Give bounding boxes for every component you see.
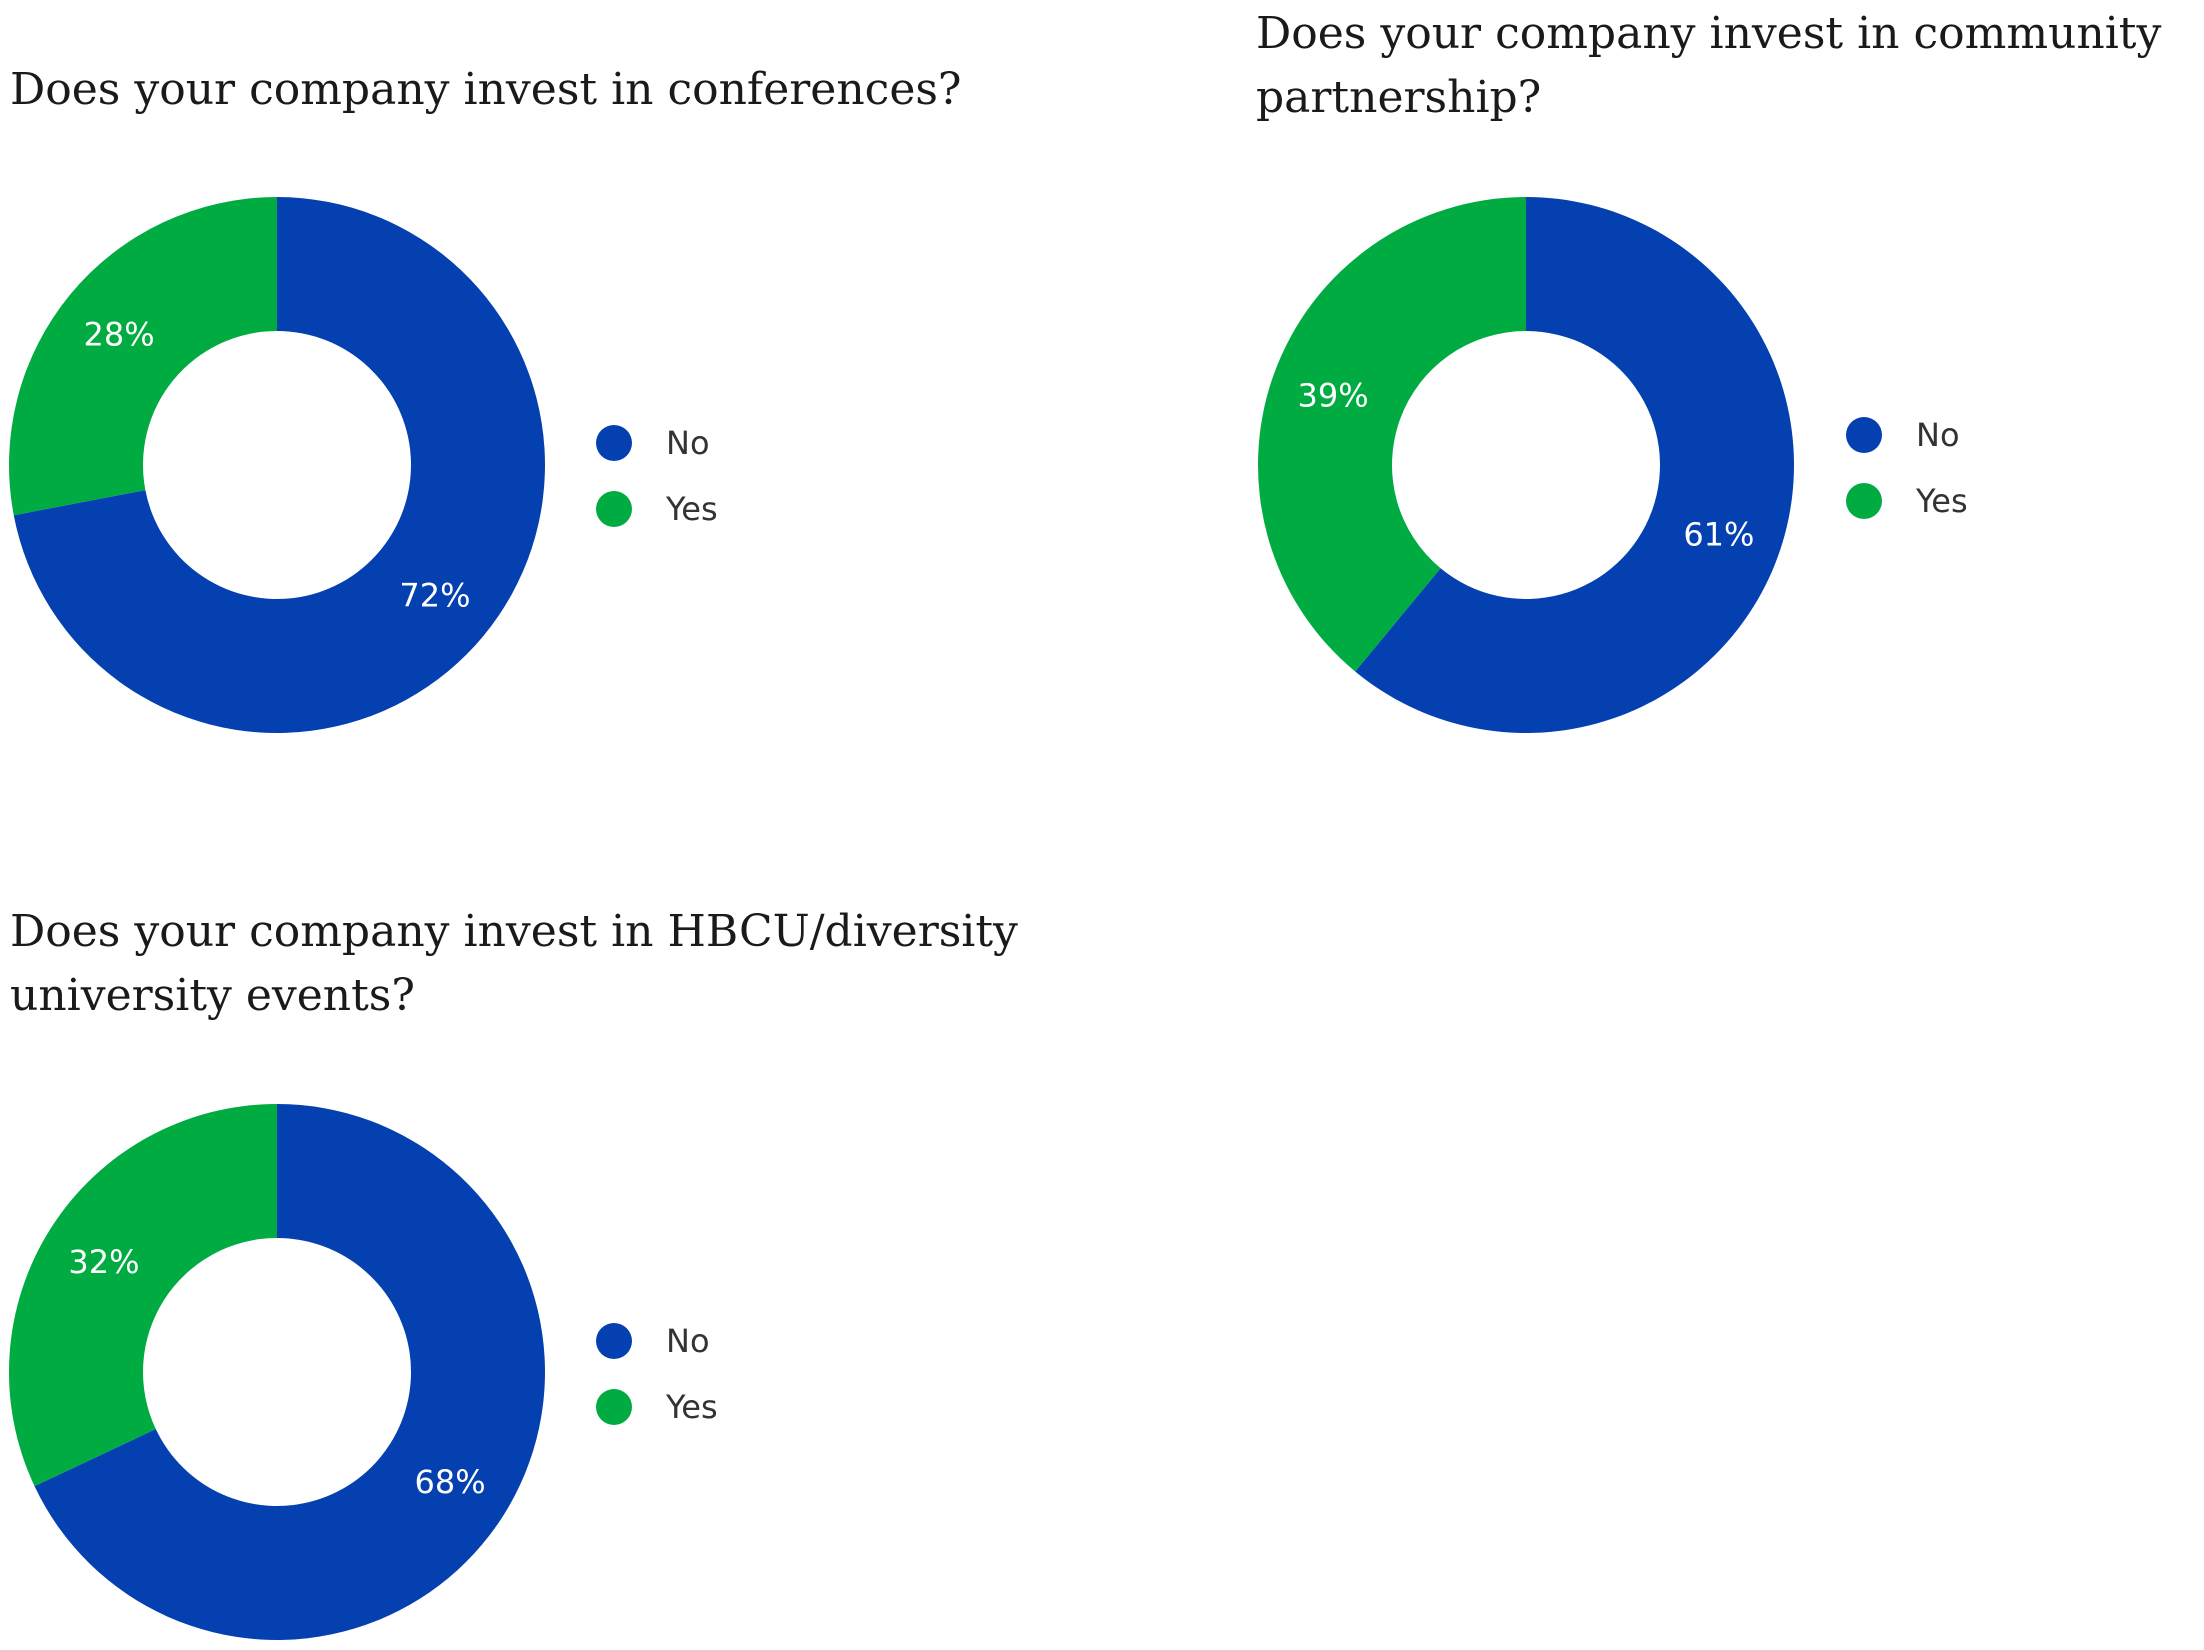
- chart-panel-hbcu-events: Does your company invest in HBCU/diversi…: [0, 840, 1100, 1640]
- legend-item-no: No: [596, 410, 718, 476]
- legend-item-yes: Yes: [1846, 468, 1968, 534]
- slice-label-no: 68%: [415, 1463, 486, 1501]
- legend-swatch-yes: [1846, 483, 1882, 519]
- legend-item-no: No: [596, 1308, 718, 1374]
- slice-label-no: 72%: [399, 577, 470, 615]
- legend-swatch-no: [596, 1323, 632, 1359]
- donut-chart: 61% 39%: [1258, 197, 1794, 733]
- donut-slice-yes: [1258, 197, 1526, 672]
- legend-swatch-yes: [596, 491, 632, 527]
- legend-label-yes: Yes: [666, 490, 718, 528]
- donut-slice-yes: [9, 1104, 277, 1487]
- chart-legend: No Yes: [1846, 402, 1968, 534]
- chart-panel-conferences: Does your company invest in conferences?…: [0, 0, 1100, 800]
- legend-item-yes: Yes: [596, 1374, 718, 1440]
- chart-legend: No Yes: [596, 1308, 718, 1440]
- chart-title: Does your company invest in conferences?: [10, 64, 962, 115]
- legend-swatch-no: [1846, 417, 1882, 453]
- chart-legend: No Yes: [596, 410, 718, 542]
- slice-label-yes: 39%: [1298, 377, 1369, 415]
- legend-item-no: No: [1846, 402, 1968, 468]
- legend-item-yes: Yes: [596, 476, 718, 542]
- chart-title: Does your company invest in community pa…: [1256, 8, 2162, 123]
- donut-chart: 72% 28%: [8, 197, 545, 733]
- legend-swatch-yes: [596, 1389, 632, 1425]
- donut-slice-no: [34, 1104, 545, 1640]
- chart-panel-community-partnership: Does your company invest in community pa…: [1100, 0, 2200, 800]
- legend-label-no: No: [666, 1322, 710, 1360]
- slice-label-yes: 28%: [83, 315, 154, 353]
- donut-chart: 68% 32%: [9, 1104, 545, 1640]
- legend-label-no: No: [666, 424, 710, 462]
- chart-title: Does your company invest in HBCU/diversi…: [10, 906, 1018, 1021]
- slice-label-no: 61%: [1683, 515, 1754, 553]
- legend-label-yes: Yes: [1916, 482, 1968, 520]
- legend-swatch-no: [596, 425, 632, 461]
- slice-label-yes: 32%: [68, 1243, 139, 1281]
- donut-slice-no: [13, 197, 545, 733]
- legend-label-no: No: [1916, 416, 1960, 454]
- legend-label-yes: Yes: [666, 1388, 718, 1426]
- donut-slice-no: [1355, 197, 1794, 733]
- donut-slice-yes: [8, 197, 277, 516]
